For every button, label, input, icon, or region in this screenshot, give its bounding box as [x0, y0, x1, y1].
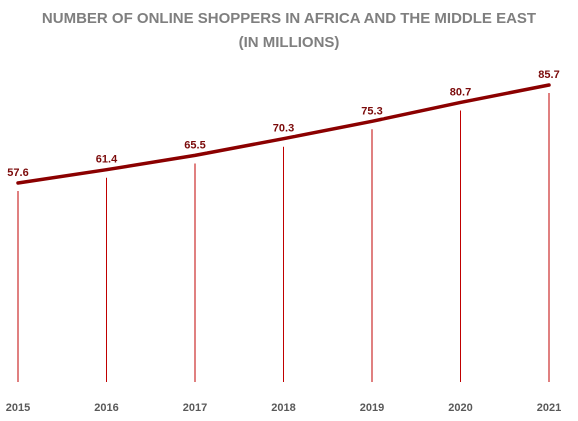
drop-lines — [17, 93, 550, 382]
data-label: 61.4 — [96, 154, 118, 166]
chart-subtitle: (IN MILLIONS) — [238, 34, 340, 51]
chart-title: NUMBER OF ONLINE SHOPPERS IN AFRICA AND … — [41, 10, 537, 27]
data-label: 75.3 — [361, 105, 382, 117]
x-tick-label: 2019 — [360, 402, 384, 414]
data-label: 85.7 — [538, 69, 559, 81]
x-tick-label: 2020 — [448, 402, 472, 414]
data-label-background — [94, 153, 120, 166]
x-tick-label: 2015 — [6, 402, 30, 414]
x-tick-label: 2018 — [271, 402, 295, 414]
x-tick-label: 2016 — [94, 402, 118, 414]
data-labels: 57.6 61.4 65.5 70.3 75.3 80.7 85.7 — [6, 69, 561, 179]
series-line — [16, 83, 551, 185]
x-tick-label: 2021 — [537, 402, 561, 414]
data-label-background — [271, 122, 296, 135]
data-label-background — [448, 86, 473, 99]
data-label-background — [183, 139, 207, 152]
x-axis-ticks: 2015 2016 2017 2018 2019 2020 2021 — [6, 402, 561, 414]
data-label-background — [360, 105, 384, 118]
data-label: 70.3 — [273, 123, 294, 135]
data-label-background — [6, 167, 30, 179]
data-label-background — [537, 69, 561, 81]
series — [16, 83, 551, 185]
data-label: 80.7 — [450, 86, 471, 98]
data-label: 57.6 — [7, 167, 28, 179]
data-label: 65.5 — [184, 139, 205, 151]
x-tick-label: 2017 — [183, 402, 207, 414]
